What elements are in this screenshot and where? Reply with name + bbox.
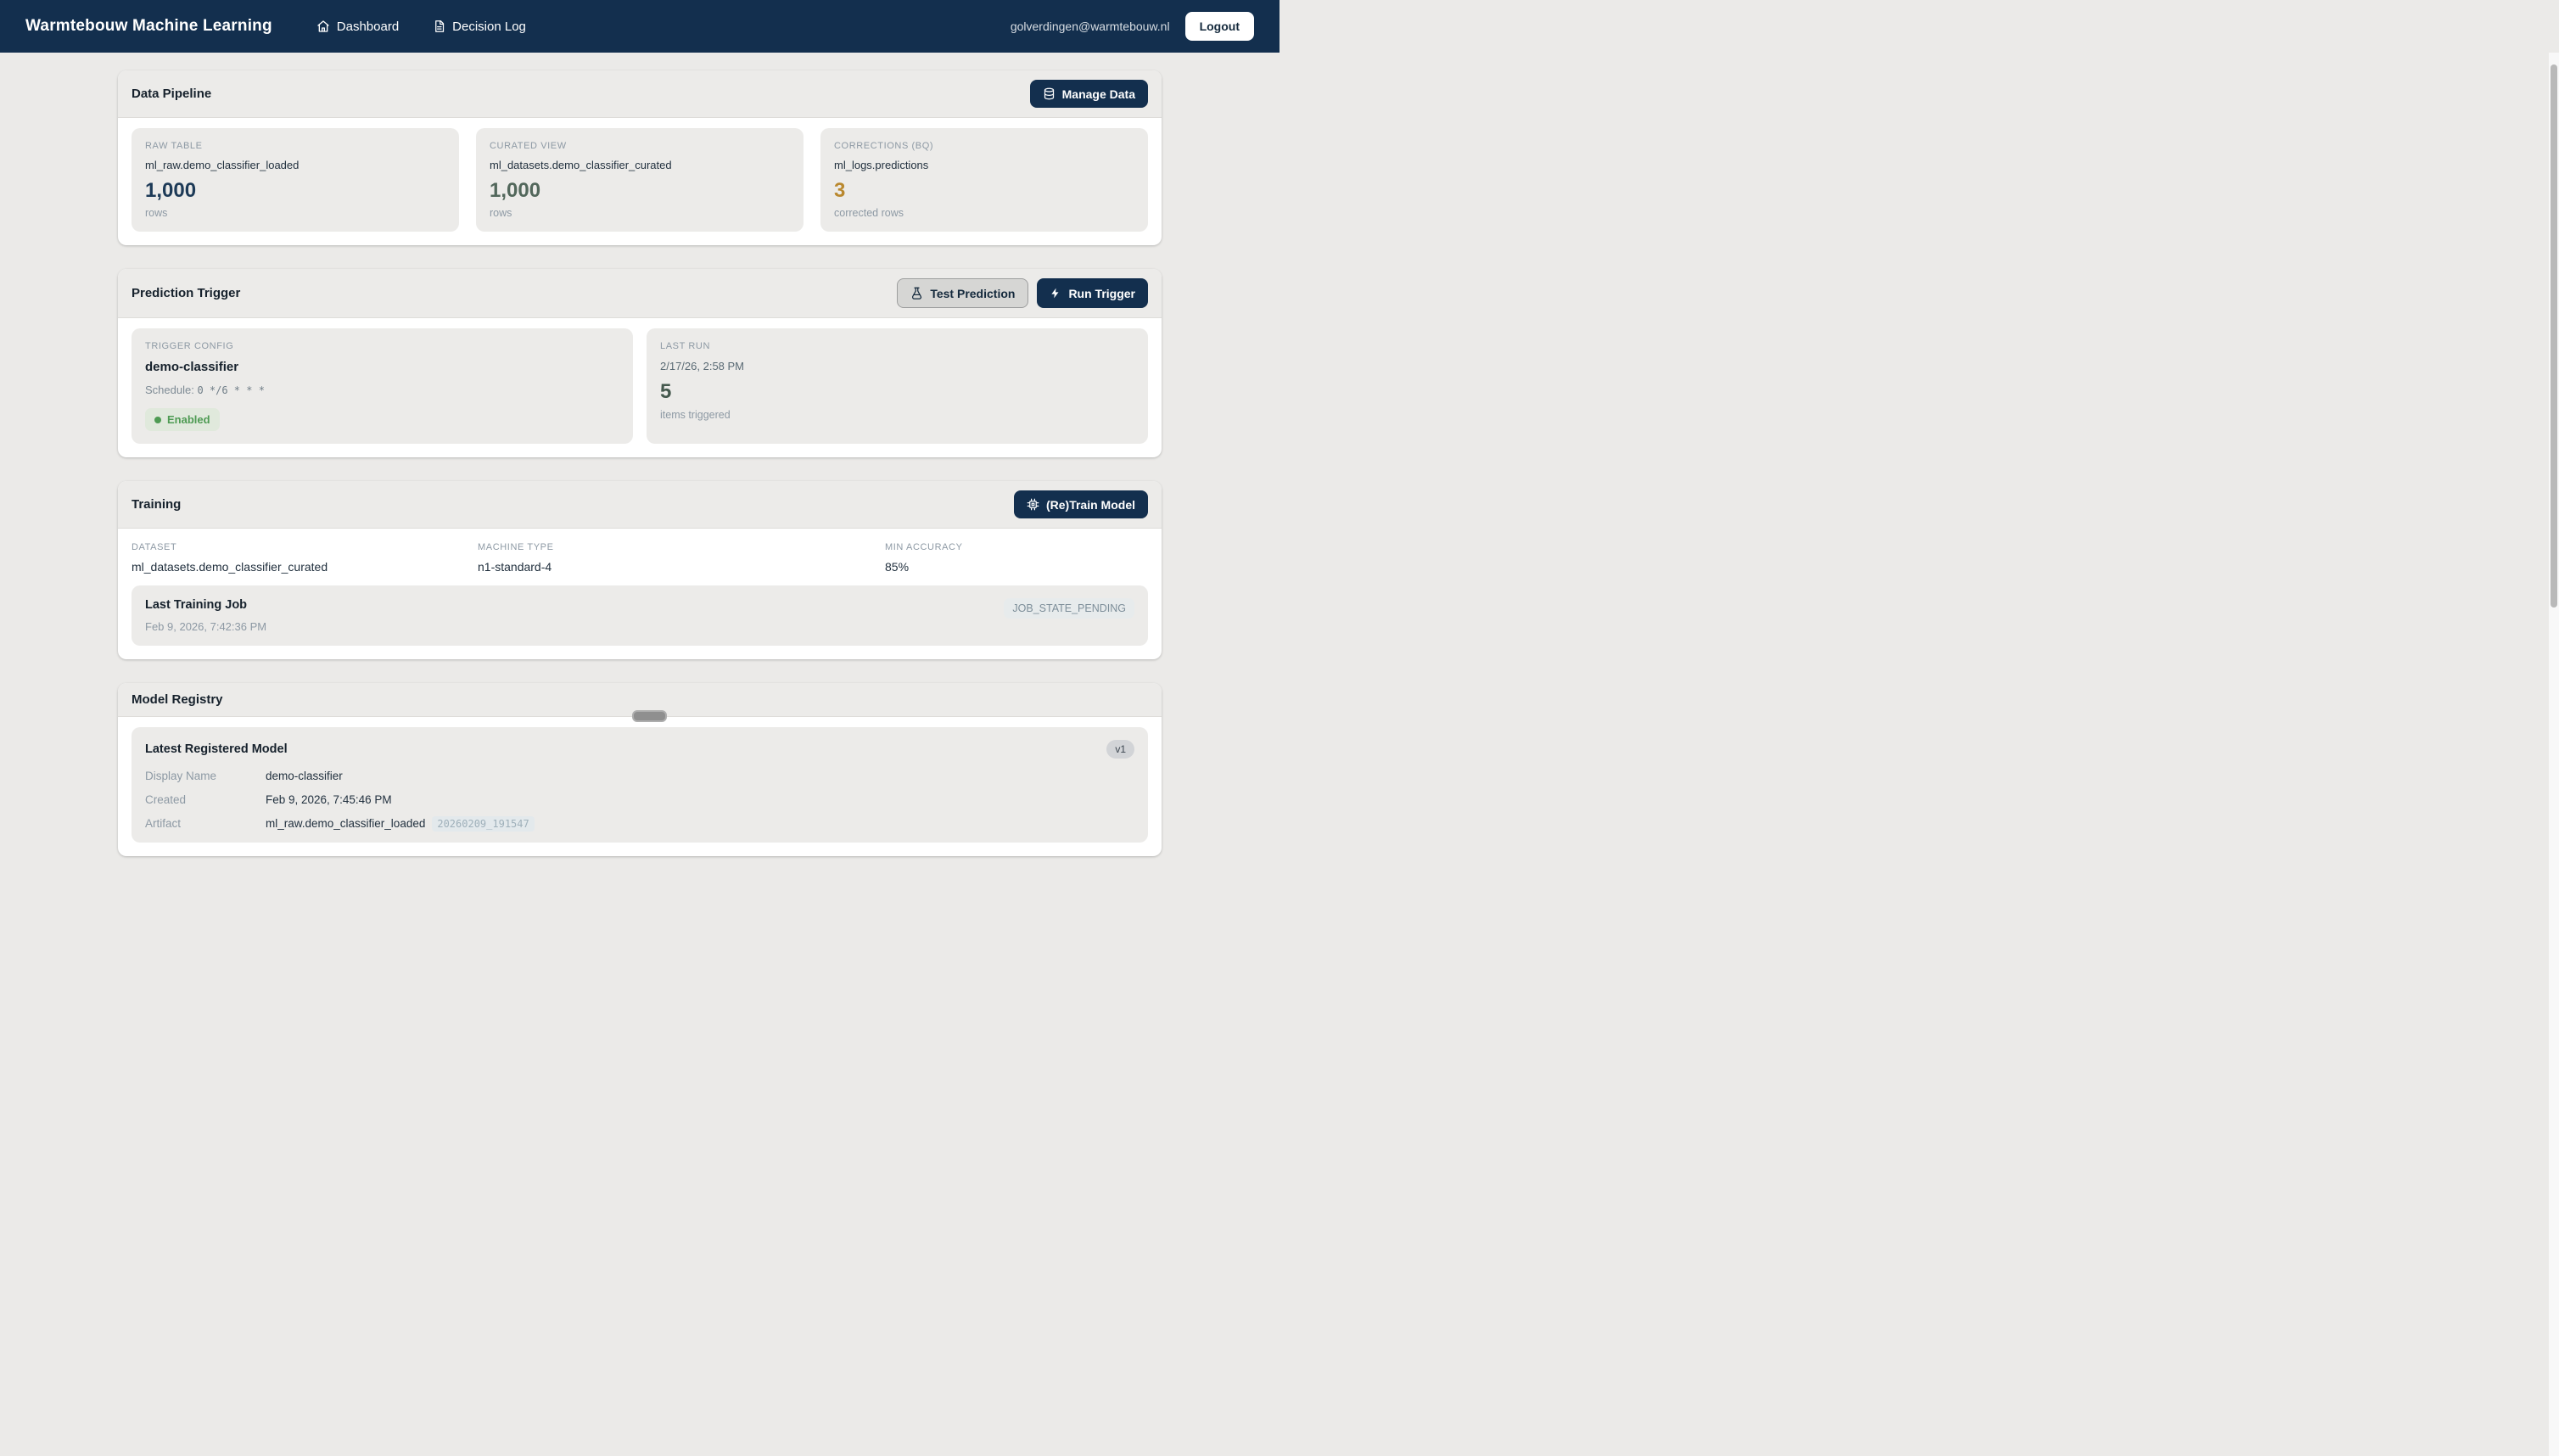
training-section: Training (Re)Train Model DATASET ml_data… xyxy=(118,481,1162,660)
stat-value: 1,000 xyxy=(490,179,541,202)
latest-model-title: Latest Registered Model xyxy=(145,742,288,757)
last-run-unit: items triggered xyxy=(660,408,731,421)
artifact-version-chip: 20260209_191547 xyxy=(432,816,535,832)
last-run-timestamp: 2/17/26, 2:58 PM xyxy=(660,360,745,373)
home-icon xyxy=(316,20,330,33)
stat-label: CORRECTIONS (BQ) xyxy=(834,141,934,151)
last-run-card: LAST RUN 2/17/26, 2:58 PM 5 items trigge… xyxy=(647,328,1148,445)
latest-model-card: Latest Registered Model v1 Display Name … xyxy=(132,727,1148,843)
retrain-model-button[interactable]: (Re)Train Model xyxy=(1013,490,1148,519)
nav-decision-log-label: Decision Log xyxy=(452,19,526,34)
row-label: Artifact xyxy=(145,817,182,831)
model-row-display-name: Display Name demo-classifier xyxy=(145,770,1134,782)
app-header: Warmtebouw Machine Learning Dashboard De… xyxy=(0,0,1280,53)
data-pipeline-section: Data Pipeline Manage Data RAW TABLE ml_r… xyxy=(118,70,1162,246)
manage-data-label: Manage Data xyxy=(1061,87,1135,101)
nav-decision-log[interactable]: Decision Log xyxy=(433,20,526,34)
stat-card-raw-table: RAW TABLE ml_raw.demo_classifier_loaded … xyxy=(132,128,459,232)
training-field-dataset: DATASET ml_datasets.demo_classifier_cura… xyxy=(132,542,478,574)
vertical-scrollbar-track xyxy=(2549,53,2559,1456)
schedule-cron: 0 */6 * * * xyxy=(197,384,265,397)
stat-unit: rows xyxy=(145,207,168,220)
flask-icon xyxy=(910,287,923,300)
job-state-badge: JOB_STATE_PENDING xyxy=(1004,598,1134,619)
trigger-name: demo-classifier xyxy=(145,360,239,375)
status-dot xyxy=(154,416,161,423)
last-training-job-card: Last Training Job Feb 9, 2026, 7:42:36 P… xyxy=(132,585,1148,647)
retrain-model-label: (Re)Train Model xyxy=(1045,497,1135,512)
test-prediction-button[interactable]: Test Prediction xyxy=(897,278,1029,309)
stat-table-name: ml_datasets.demo_classifier_curated xyxy=(490,159,672,171)
stat-label: RAW TABLE xyxy=(145,141,203,151)
stat-table-name: ml_logs.predictions xyxy=(834,159,929,171)
field-value: 85% xyxy=(885,560,910,574)
last-run-count: 5 xyxy=(660,380,672,404)
trigger-config-label: TRIGGER CONFIG xyxy=(145,341,234,352)
training-header: Training (Re)Train Model xyxy=(118,481,1162,529)
training-title: Training xyxy=(132,497,182,512)
nav-dashboard[interactable]: Dashboard xyxy=(316,20,399,34)
run-trigger-button[interactable]: Run Trigger xyxy=(1037,278,1148,309)
run-trigger-label: Run Trigger xyxy=(1068,286,1135,300)
test-prediction-label: Test Prediction xyxy=(930,286,1016,300)
chip-icon xyxy=(1027,498,1039,511)
data-pipeline-header: Data Pipeline Manage Data xyxy=(118,70,1162,118)
row-value: Feb 9, 2026, 7:45:46 PM xyxy=(266,793,392,807)
user-email: golverdingen@warmtebouw.nl xyxy=(1010,20,1170,33)
model-registry-section: Model Registry Latest Registered Model v… xyxy=(118,683,1162,857)
manage-data-button[interactable]: Manage Data xyxy=(1029,80,1148,108)
nav-dashboard-label: Dashboard xyxy=(336,19,400,34)
logout-button[interactable]: Logout xyxy=(1184,12,1254,41)
lightning-icon xyxy=(1050,287,1061,300)
top-nav: Dashboard Decision Log xyxy=(316,20,1011,34)
row-label: Created xyxy=(145,793,187,807)
prediction-trigger-header: Prediction Trigger Test Prediction Run T… xyxy=(118,269,1162,319)
field-label: MIN ACCURACY xyxy=(885,542,963,553)
stat-value: 3 xyxy=(834,179,846,202)
last-run-label: LAST RUN xyxy=(660,341,710,352)
vertical-scrollbar-thumb[interactable] xyxy=(2551,64,2557,608)
enabled-badge-label: Enabled xyxy=(167,413,210,427)
model-registry-title: Model Registry xyxy=(132,692,223,708)
training-field-machine-type: MACHINE TYPE n1-standard-4 xyxy=(478,542,885,574)
main-content: Data Pipeline Manage Data RAW TABLE ml_r… xyxy=(0,53,1280,857)
last-training-job-title: Last Training Job xyxy=(145,598,248,613)
enabled-badge: Enabled xyxy=(145,408,220,432)
stat-card-curated-view: CURATED VIEW ml_datasets.demo_classifier… xyxy=(476,128,804,232)
row-label: Display Name xyxy=(145,770,217,783)
model-row-artifact: Artifact ml_raw.demo_classifier_loaded 20… xyxy=(145,816,1134,832)
app-title: Warmtebouw Machine Learning xyxy=(25,17,272,35)
stat-unit: corrected rows xyxy=(834,207,904,220)
field-label: MACHINE TYPE xyxy=(478,542,554,553)
stat-table-name: ml_raw.demo_classifier_loaded xyxy=(145,159,300,171)
training-field-min-accuracy: MIN ACCURACY 85% xyxy=(885,542,1148,574)
field-value: n1-standard-4 xyxy=(478,560,552,574)
prediction-trigger-title: Prediction Trigger xyxy=(132,286,241,301)
trigger-config-card: TRIGGER CONFIG demo-classifier Schedule:… xyxy=(132,328,633,445)
stat-card-corrections: CORRECTIONS (BQ) ml_logs.predictions 3 c… xyxy=(820,128,1148,232)
version-badge: v1 xyxy=(1106,740,1134,759)
stat-value: 1,000 xyxy=(145,179,197,202)
database-icon xyxy=(1043,87,1056,100)
scroll-handle[interactable] xyxy=(632,710,667,722)
document-icon xyxy=(433,20,445,33)
last-training-job-timestamp: Feb 9, 2026, 7:42:36 PM xyxy=(145,620,267,634)
data-pipeline-title: Data Pipeline xyxy=(132,87,212,101)
stat-label: CURATED VIEW xyxy=(490,141,567,151)
stat-unit: rows xyxy=(490,207,512,220)
field-label: DATASET xyxy=(132,542,177,553)
model-row-created: Created Feb 9, 2026, 7:45:46 PM xyxy=(145,793,1134,806)
trigger-schedule: Schedule: 0 */6 * * * xyxy=(145,384,619,396)
field-value: ml_datasets.demo_classifier_curated xyxy=(132,560,328,574)
row-value: demo-classifier xyxy=(266,770,343,783)
row-value: ml_raw.demo_classifier_loaded 20260209_19… xyxy=(266,816,535,832)
prediction-trigger-section: Prediction Trigger Test Prediction Run T… xyxy=(118,269,1162,458)
schedule-label: Schedule: xyxy=(145,384,194,397)
